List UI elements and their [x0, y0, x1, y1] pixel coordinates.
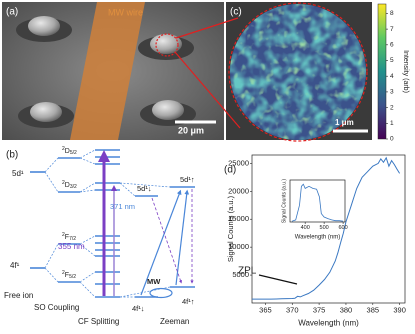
- stage-title: Zeeman: [160, 317, 189, 326]
- stage-title: Free ion: [4, 291, 33, 300]
- colorbar: [377, 3, 387, 140]
- plot-frame: [289, 179, 346, 223]
- zeeman-arrow: [140, 189, 182, 296]
- level-label: 4f¹↑: [182, 297, 195, 306]
- panel-label: (b): [6, 150, 18, 161]
- x-tick-label: 400: [301, 225, 310, 231]
- x-tick-label: 390: [393, 305, 406, 314]
- heatmap-border: [228, 2, 368, 142]
- y-tick-label: 15000: [228, 214, 249, 223]
- colorbar-tick-label: 8: [390, 10, 394, 17]
- wire-label: MW wire: [108, 7, 143, 17]
- mw-wire: [70, 2, 145, 140]
- colorbar-tick-label: 6: [390, 42, 394, 49]
- term-label: 2D5/2: [62, 146, 77, 156]
- x-tick-label: 370: [286, 305, 299, 314]
- annotation: ZPL: [238, 266, 257, 277]
- stage-title: CF Splitting: [78, 317, 119, 326]
- panel-label: (d): [224, 165, 236, 176]
- colorbar-tick-label: 3: [390, 89, 394, 96]
- term-label: 2D3/2: [62, 180, 77, 190]
- y-axis-title: Signal Counts (a.u.): [226, 195, 235, 262]
- spectrum-line: [291, 183, 344, 222]
- y-tick-label: 10000: [228, 242, 249, 251]
- y-axis-title: Signal Counts (a.u.): [281, 179, 287, 224]
- x-tick-label: 375: [313, 305, 326, 314]
- scale-bar-label: 20 μm: [178, 125, 204, 135]
- level-label: 5d¹↓: [137, 184, 152, 193]
- term-label: 2F5/2: [62, 270, 76, 280]
- colorbar-tick-label: 0: [390, 136, 394, 143]
- zoom-line: [174, 51, 241, 129]
- emission-arrow: [151, 197, 182, 284]
- colorbar-tick-label: 1: [390, 120, 394, 127]
- y-tick-label: 5000: [232, 270, 249, 279]
- x-axis-title: Wavelength (nm): [298, 318, 359, 327]
- panel-label: (c): [230, 7, 242, 18]
- mw-label: MW: [147, 277, 161, 286]
- zoom-circle: [155, 33, 179, 57]
- transition-label: 371 nm: [110, 202, 135, 211]
- panel-b: (b) 5d¹ 4f¹ Free ion 2D5/2 2D3/2 2F7/2 2…: [4, 146, 195, 326]
- zoom-line: [175, 17, 239, 39]
- x-tick-label: 385: [367, 305, 380, 314]
- domes: [16, 16, 196, 128]
- term-label: 2F7/2: [62, 232, 76, 242]
- level-label: 5d¹↑: [180, 175, 195, 184]
- panel-label: (a): [6, 7, 18, 18]
- colorbar-label: Intensity (arb): [402, 50, 409, 93]
- level-label: 4f¹↓: [132, 304, 145, 313]
- scale-bar-label: 1 μm: [335, 118, 354, 127]
- x-tick-label: 380: [340, 305, 353, 314]
- colorbar-tick-label: 2: [390, 104, 394, 111]
- y-tick-label: 25000: [228, 158, 249, 167]
- colorbar-tick-label: 4: [390, 73, 394, 80]
- zeeman-arrow: [175, 189, 190, 286]
- panel-c: (c) 1 μm: [174, 2, 372, 142]
- colorbar-tick-label: 5: [390, 57, 394, 64]
- stage-title: SO Coupling: [34, 303, 79, 312]
- panel-a: MW wire (a) 20 μm: [2, 2, 224, 140]
- x-axis-title: Wavelength (nm): [295, 234, 340, 240]
- level-label: 4f¹: [10, 261, 20, 270]
- spectrum-line: [252, 156, 401, 300]
- transition-label: 355 nm: [58, 242, 85, 251]
- y-tick-label: 20000: [228, 186, 249, 195]
- level-label: 5d¹: [12, 169, 24, 178]
- x-tick-label: 365: [259, 305, 272, 314]
- heatmap: [230, 4, 366, 140]
- x-tick-label: 500: [320, 225, 329, 231]
- x-tick-label: 600: [339, 225, 348, 231]
- annotation-line: [258, 274, 298, 285]
- colorbar-tick-label: 7: [390, 26, 394, 33]
- mw-loop: [149, 287, 173, 299]
